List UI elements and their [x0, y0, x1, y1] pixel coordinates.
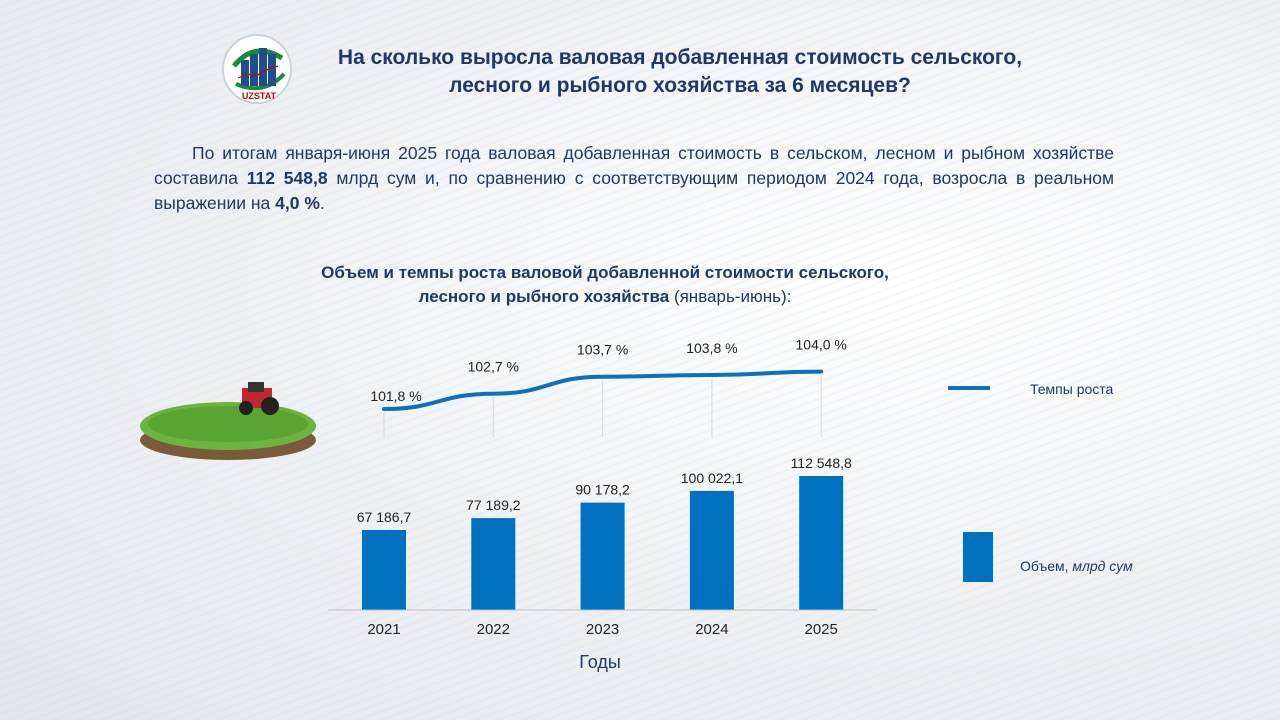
field-tractor-illustration	[138, 378, 318, 464]
bar-value-label: 77 189,2	[466, 497, 521, 513]
growth-value-label: 104,0 %	[796, 337, 847, 353]
x-tick-label: 2024	[695, 621, 728, 638]
growth-value-label: 102,7 %	[468, 359, 519, 375]
chart-title-suffix: (январь-июнь):	[673, 287, 792, 306]
x-tick-label: 2025	[805, 621, 838, 638]
bar-2021	[362, 530, 406, 610]
legend-volume-unit: млрд сум	[1072, 558, 1133, 574]
page-title: На сколько выросла валовая добавленная с…	[337, 46, 1023, 97]
bar-2025	[799, 476, 844, 610]
chart-title-main: Объем и темпы роста валовой добавленной …	[321, 263, 889, 306]
text: По итогам января-июня 2025 года валовая …	[154, 143, 1114, 188]
legend-bar-swatch	[963, 532, 993, 582]
uzstat-logo: UZSTAT	[222, 34, 292, 104]
summary-paragraph: По итогам января-июня 2025 года валовая …	[154, 141, 1114, 216]
growth-highlight: 4,0 %	[275, 193, 320, 213]
bar-value-label: 90 178,2	[575, 482, 630, 498]
legend-line-swatch	[948, 386, 990, 390]
bar-2024	[689, 490, 734, 610]
x-axis-title: Годы	[579, 652, 621, 672]
legend-volume-label: Объем, млрд сум	[1020, 558, 1133, 574]
bar-value-label: 100 022,1	[681, 470, 743, 486]
legend-volume-main: Объем,	[1020, 558, 1073, 574]
bar-2023	[580, 502, 625, 610]
legend-growth-label: Темпы роста	[1030, 381, 1114, 397]
x-tick-label: 2023	[586, 621, 619, 638]
growth-rate-line	[382, 369, 824, 411]
text: .	[319, 193, 325, 213]
growth-value-label: 101,8 %	[370, 388, 421, 404]
bar-value-label: 112 548,8	[791, 455, 852, 471]
text: млрд сум и, по сравнению с соответствующ…	[154, 168, 1114, 213]
x-tick-label: 2022	[477, 621, 510, 638]
bar-2022	[471, 518, 516, 610]
growth-value-label: 103,7 %	[577, 342, 628, 358]
value-highlight: 112 548,8	[246, 168, 328, 188]
svg-text:UZSTAT: UZSTAT	[242, 91, 277, 101]
chart-title: Объем и темпы роста валовой добавленной …	[300, 261, 910, 309]
bar-value-label: 67 186,7	[357, 509, 412, 525]
growth-value-label: 103,8 %	[686, 340, 737, 356]
x-tick-label: 2021	[367, 621, 400, 638]
